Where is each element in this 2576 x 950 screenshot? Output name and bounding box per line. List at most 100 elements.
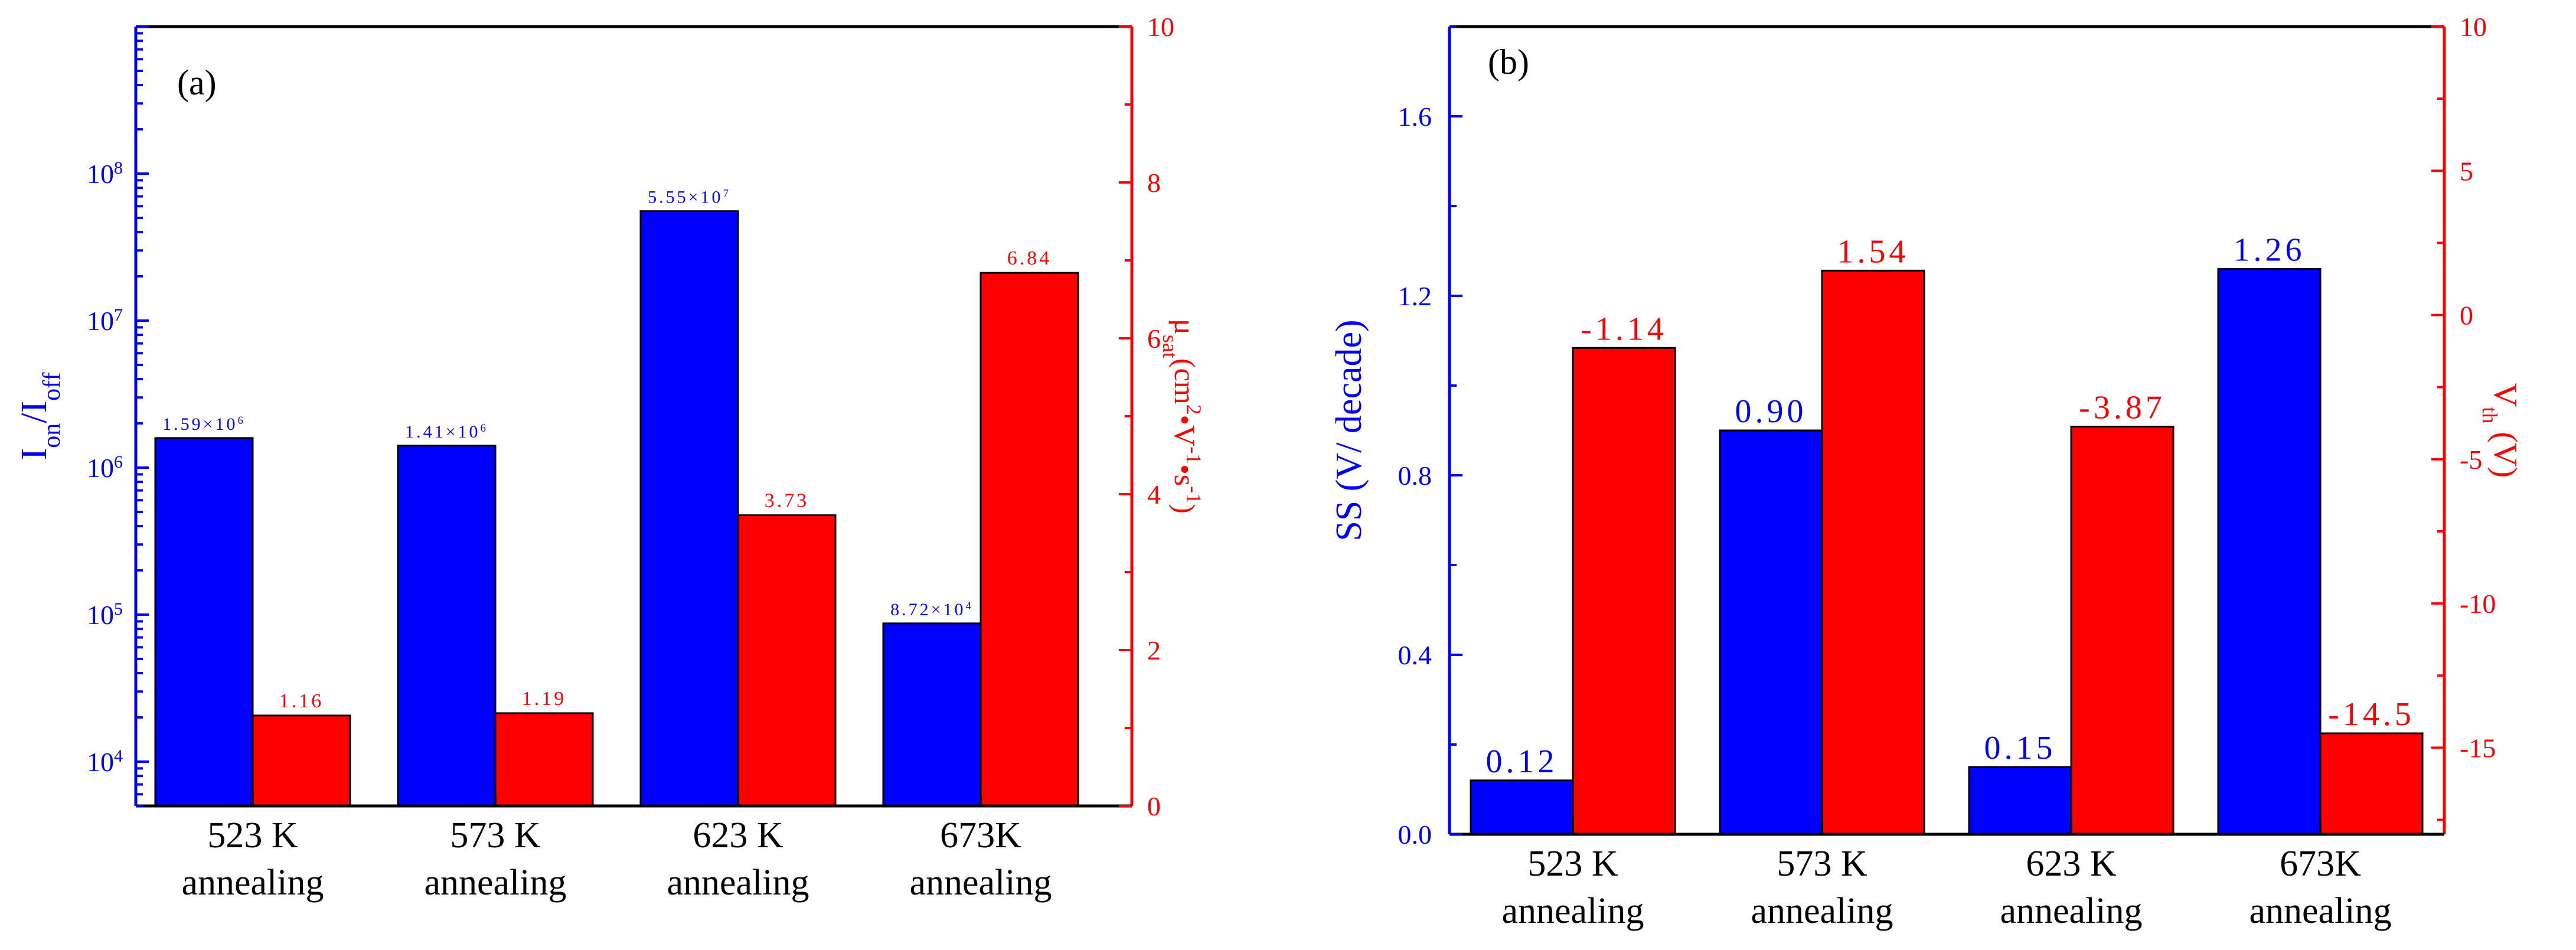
right-tick-label: 6 xyxy=(1147,324,1161,354)
red-bar-label-2: 1.54 xyxy=(1837,233,1909,270)
blue-bar-label-4: 8.72×104 xyxy=(890,599,974,619)
red-bar-label-2: 1.19 xyxy=(522,688,567,710)
label-value: -14.5 xyxy=(2328,696,2415,733)
tick-exponent: 7 xyxy=(114,305,123,325)
blue-bar-1 xyxy=(1470,779,1574,835)
red-bar-label-1: -1.14 xyxy=(1581,311,1667,347)
category-label: 673K xyxy=(2280,844,2361,884)
blue-bar-label-2: 1.41×106 xyxy=(405,422,488,442)
blue-bar-3 xyxy=(1968,766,2072,835)
category-label: annealing xyxy=(2000,891,2142,931)
right-tick-label: 0 xyxy=(2460,301,2473,331)
red-bar-2 xyxy=(494,712,594,807)
tick-exponent: 8 xyxy=(114,158,123,178)
blue-bar-2 xyxy=(397,445,497,807)
label-value: 1.16 xyxy=(279,690,324,712)
blue-bar-label-1: 0.12 xyxy=(1486,743,1558,780)
right-tick-label: 4 xyxy=(1147,479,1161,510)
category-label: annealing xyxy=(909,863,1052,903)
tick-base: 10 xyxy=(87,453,114,483)
blue-bar-label-3: 5.55×107 xyxy=(648,187,731,207)
right-axis-title: μsat(cm2•V-1•s-1) xyxy=(1158,319,1206,514)
tick-base: 10 xyxy=(87,600,114,630)
category-label: annealing xyxy=(2249,891,2391,931)
right-axis-title: Vth (V) xyxy=(2478,383,2523,478)
left-tick-label: 105 xyxy=(87,599,123,631)
red-bar-label-3: 3.73 xyxy=(765,490,809,512)
category-label: annealing xyxy=(1751,891,1893,931)
right-tick-label: 2 xyxy=(1147,635,1161,665)
right-tick-label: -5 xyxy=(2460,445,2482,475)
label-value: 0.90 xyxy=(1735,393,1807,430)
category-label: 623 K xyxy=(2026,844,2117,884)
right-tick-label: 8 xyxy=(1147,168,1161,198)
left-tick-label: 0.0 xyxy=(1398,820,1432,850)
red-bar-label-4: -14.5 xyxy=(2328,696,2415,733)
title-part: 2 xyxy=(1182,404,1206,415)
blue-bar-label-2: 0.90 xyxy=(1735,393,1807,430)
blue-bar-label-1: 1.59×106 xyxy=(162,414,246,434)
red-bar-label-3: -3.87 xyxy=(2079,390,2166,426)
category-label: annealing xyxy=(667,863,809,903)
right-tick-label: -10 xyxy=(2460,589,2496,619)
label-mantissa: 5.55×10 xyxy=(648,188,723,207)
right-tick-label: -15 xyxy=(2460,733,2496,763)
title-part: th xyxy=(2478,407,2502,423)
left-tick-label: 0.4 xyxy=(1398,640,1432,670)
title-part: •s xyxy=(1168,464,1202,486)
right-tick-label: 0 xyxy=(1147,791,1161,821)
blue-bar-1 xyxy=(154,437,254,807)
category-label: annealing xyxy=(424,863,566,903)
tick-exponent: 4 xyxy=(114,746,123,766)
label-value: 0.15 xyxy=(1984,730,2056,766)
blue-bar-2 xyxy=(1719,429,1823,835)
red-bar-4 xyxy=(2319,732,2424,835)
title-part: (cm xyxy=(1168,358,1202,404)
left-tick-label: 107 xyxy=(87,305,123,337)
title-part: sat xyxy=(1158,335,1182,358)
red-bar-1 xyxy=(1572,347,1676,835)
left-tick-label: 1.6 xyxy=(1398,102,1432,132)
red-bar-3 xyxy=(2070,426,2175,835)
red-bar-4 xyxy=(980,272,1079,807)
blue-bar-4 xyxy=(882,622,982,807)
label-value: 1.54 xyxy=(1837,233,1909,270)
left-tick-label: 106 xyxy=(87,452,123,484)
label-value: 6.84 xyxy=(1007,247,1052,269)
title-part: V xyxy=(2487,383,2523,407)
right-tick-label: 5 xyxy=(2460,156,2473,186)
panel-label: (a) xyxy=(177,63,217,102)
label-value: 0.12 xyxy=(1486,743,1558,780)
label-value: -1.14 xyxy=(1581,311,1667,347)
category-label: 673K xyxy=(940,815,1021,856)
red-bar-1 xyxy=(252,714,351,807)
tick-base: 10 xyxy=(87,159,114,189)
left-axis-title: SS (V/ decade) xyxy=(1329,319,1369,541)
panel-label: (b) xyxy=(1488,43,1529,81)
title-subscript: off xyxy=(38,373,66,401)
title-part: -1 xyxy=(1182,486,1206,504)
blue-bar-3 xyxy=(639,210,739,807)
title-subscript: on xyxy=(38,423,66,448)
label-exponent: 4 xyxy=(966,599,974,612)
label-mantissa: 8.72×10 xyxy=(890,600,965,619)
title-part: -1 xyxy=(1182,446,1206,464)
red-bar-label-4: 6.84 xyxy=(1007,247,1052,269)
label-value: 1.26 xyxy=(2234,231,2306,268)
blue-bar-label-3: 0.15 xyxy=(1984,730,2056,766)
blue-bar-4 xyxy=(2217,267,2322,835)
label-value: 1.19 xyxy=(522,688,567,710)
category-label: 523 K xyxy=(207,815,298,856)
category-label: 523 K xyxy=(1527,844,1618,884)
category-label: annealing xyxy=(181,863,324,903)
category-label: annealing xyxy=(1501,891,1644,931)
category-label: 573 K xyxy=(1777,844,1867,884)
left-tick-label: 104 xyxy=(87,746,123,778)
category-label: 573 K xyxy=(450,815,541,856)
tick-base: 10 xyxy=(87,747,114,777)
label-exponent: 6 xyxy=(481,422,488,434)
right-tick-label: 10 xyxy=(2460,12,2487,42)
